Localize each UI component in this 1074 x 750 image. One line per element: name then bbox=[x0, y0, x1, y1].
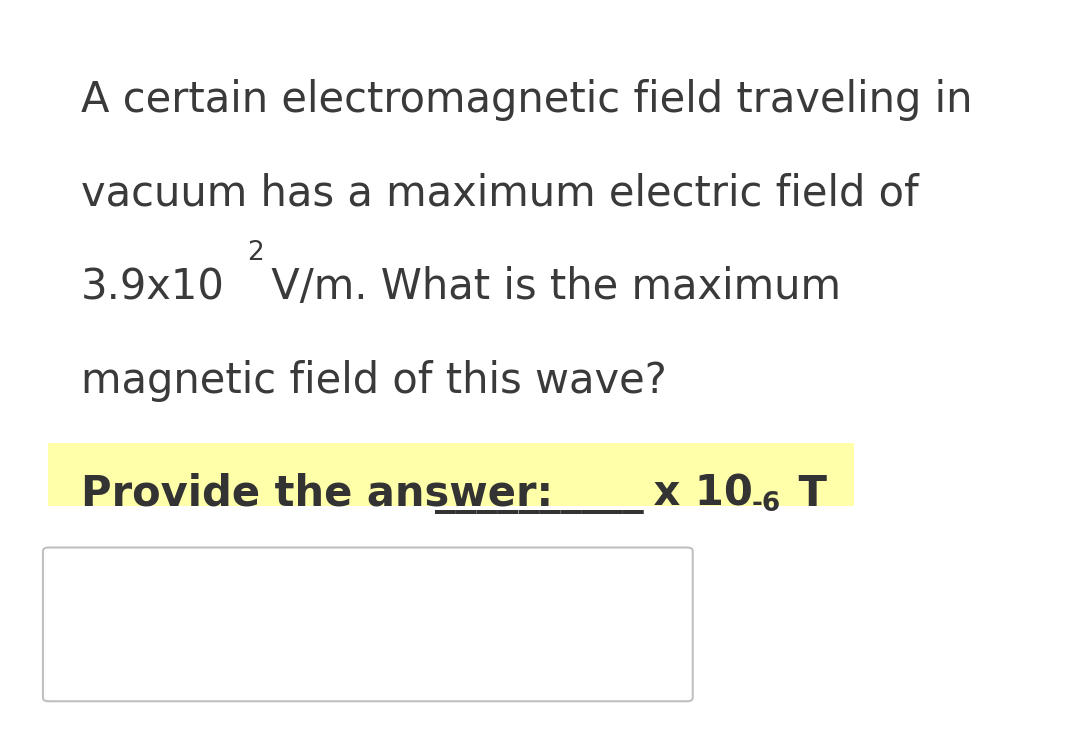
Text: vacuum has a maximum electric field of: vacuum has a maximum electric field of bbox=[81, 172, 918, 214]
Text: Provide the answer:: Provide the answer: bbox=[81, 472, 567, 514]
Text: 2: 2 bbox=[247, 240, 264, 266]
Text: x 10: x 10 bbox=[639, 472, 753, 514]
Text: __________: __________ bbox=[435, 472, 643, 514]
Text: 3.9x10: 3.9x10 bbox=[81, 266, 224, 308]
Text: V/m. What is the maximum: V/m. What is the maximum bbox=[258, 266, 841, 308]
Text: magnetic field of this wave?: magnetic field of this wave? bbox=[81, 360, 666, 402]
Text: A certain electromagnetic field traveling in: A certain electromagnetic field travelin… bbox=[81, 79, 972, 121]
Text: T: T bbox=[784, 472, 827, 514]
Text: -6: -6 bbox=[752, 491, 781, 517]
